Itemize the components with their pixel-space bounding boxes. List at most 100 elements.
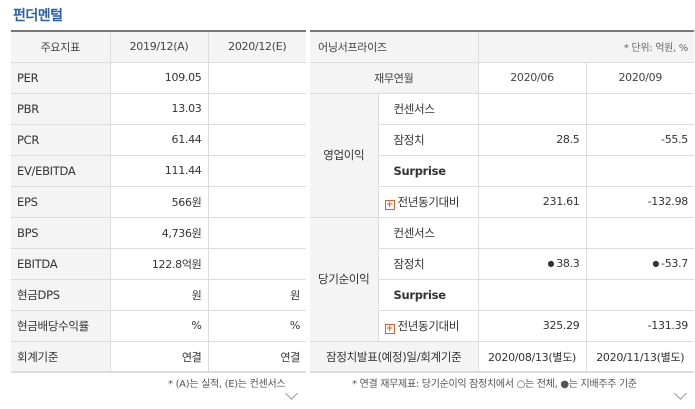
value-2020-06 <box>478 278 587 311</box>
value-2019: 연결 <box>110 340 209 373</box>
section-title: 펀더멘털 <box>13 8 63 24</box>
row-label: 현금배당수익률 <box>11 309 111 342</box>
table-row: 영업이익 컨센서스 <box>310 92 694 218</box>
value-2020-09 <box>586 154 694 187</box>
row-label: EBITDA <box>11 247 111 280</box>
earnings-surprise-table: 어닝서프라이즈 * 단위: 억원, % 재무연월 2020/06 2020/09… <box>310 30 694 373</box>
table-row: PCR 61.44 <box>11 123 306 156</box>
value-2020-06: 2020/08/13(별도) <box>478 340 587 373</box>
table-row: EV/EBITDA 111.44 <box>11 154 306 187</box>
value-2020-09 <box>586 216 694 249</box>
row-label: 회계기준 <box>11 340 111 373</box>
value-2020: % <box>208 309 306 342</box>
row-label-expandable[interactable]: + 전년동기대비 <box>378 185 479 218</box>
value-2020-09 <box>586 278 694 311</box>
table-row: EBITDA 122.8억원 <box>11 247 306 280</box>
table-row: PBR 13.03 <box>11 92 306 125</box>
dot-icon: ● <box>547 259 555 268</box>
column-header: 2020/09 <box>586 61 694 94</box>
value-2020 <box>208 185 306 218</box>
announcement-date-label: 잠정치발표(예정)일/회계기준 <box>310 340 479 373</box>
group-label: 당기순이익 <box>310 216 379 342</box>
table-row: + 전년동기대비 325.29 -131.39 <box>310 309 694 342</box>
value-2020-09: 2020/11/13(별도) <box>586 340 694 373</box>
row-label-text: 전년동기대비 <box>397 318 460 333</box>
value-2020: 연결 <box>208 340 306 373</box>
row-label: 현금DPS <box>11 278 111 311</box>
column-header: 2020/06 <box>478 61 587 94</box>
value-2020-06: 231.61 <box>478 185 587 218</box>
table-title-row: 어닝서프라이즈 * 단위: 억원, % <box>310 30 694 63</box>
table-row: PER 109.05 <box>11 61 306 94</box>
plus-icon[interactable]: + <box>384 323 395 334</box>
table-row: 당기순이익 컨센서스 <box>310 216 694 342</box>
table-bottom-rule <box>310 371 694 372</box>
chevron-down-icon[interactable] <box>285 387 298 400</box>
value-2019: 122.8억원 <box>110 247 209 280</box>
value-2020-09: -132.98 <box>586 185 694 218</box>
value-2020 <box>208 92 306 125</box>
table-row: 현금배당수익률%% <box>11 309 306 342</box>
value-2020 <box>208 247 306 280</box>
column-header: 2019/12(A) <box>110 30 209 63</box>
table-row: 잠정치 28.5 -55.5 <box>310 123 694 156</box>
value-2020-06 <box>478 216 587 249</box>
value-2019: 109.05 <box>110 61 209 94</box>
row-label: 컨센서스 <box>378 92 479 125</box>
row-label-text: 전년동기대비 <box>397 194 460 209</box>
value-2020 <box>208 154 306 187</box>
table-row: 회계기준 연결 연결 <box>11 340 306 373</box>
value-2020-09: -131.39 <box>586 309 694 342</box>
table-row: BPS 4,736원 <box>11 216 306 249</box>
value-2019: 원 <box>110 278 209 311</box>
right-footnote: * 연결 재무제표: 당기순이익 잠정치에서 ○는 전체, ●는 지배주주 기준 <box>352 379 637 390</box>
unit-note: * 단위: 억원, % <box>478 30 694 63</box>
plus-icon[interactable]: + <box>384 199 395 210</box>
row-label: 잠정치 <box>378 247 479 280</box>
table-header-row: 주요지표 2019/12(A) 2020/12(E) <box>11 30 306 63</box>
row-label: PBR <box>11 92 111 125</box>
group-label: 영업이익 <box>310 92 379 218</box>
value-2020-09: -55.5 <box>586 123 694 156</box>
value-2019: 566원 <box>110 185 209 218</box>
row-label: BPS <box>11 216 111 249</box>
dot-icon: ● <box>652 259 660 268</box>
value-2020-06 <box>478 92 587 125</box>
row-label: 컨센서스 <box>378 216 479 249</box>
row-label: 잠정치 <box>378 123 479 156</box>
table-title: 어닝서프라이즈 <box>310 30 479 63</box>
row-label: EV/EBITDA <box>11 154 111 187</box>
fundamentals-table: 주요지표 2019/12(A) 2020/12(E) PER 109.05 PBR… <box>11 30 306 373</box>
chevron-down-icon[interactable] <box>674 387 687 400</box>
value-2019: % <box>110 309 209 342</box>
row-label: Surprise <box>378 278 479 311</box>
column-header: 재무연월 <box>310 61 479 94</box>
value-2020-06: 28.5 <box>478 123 587 156</box>
table-row: 현금DPS 원 원 <box>11 278 306 311</box>
value-2020-06: 325.29 <box>478 309 587 342</box>
value-2019: 111.44 <box>110 154 209 187</box>
value-2020-06: ● 38.3 <box>478 247 587 280</box>
table-header-row: 재무연월 2020/06 2020/09 <box>310 61 694 94</box>
row-label: PER <box>11 61 111 94</box>
value-2020-09 <box>586 92 694 125</box>
table-row: + 전년동기대비 231.61 -132.98 <box>310 185 694 218</box>
column-header: 2020/12(E) <box>208 30 306 63</box>
table-row: 잠정치발표(예정)일/회계기준 2020/08/13(별도) 2020/11/1… <box>310 340 694 373</box>
value-2020 <box>208 61 306 94</box>
value-2019: 13.03 <box>110 92 209 125</box>
table-row: EPS 566원 <box>11 185 306 218</box>
value-2019: 61.44 <box>110 123 209 156</box>
value-text: -53.7 <box>661 257 688 270</box>
row-label: Surprise <box>378 154 479 187</box>
table-row: Surprise <box>310 278 694 311</box>
value-text: 38.3 <box>556 257 580 270</box>
value-2020-06 <box>478 154 587 187</box>
value-2019: 4,736원 <box>110 216 209 249</box>
table-bottom-rule <box>11 371 306 372</box>
value-2020 <box>208 123 306 156</box>
value-2020-09: ● -53.7 <box>586 247 694 280</box>
left-footnote: * (A)는 실적, (E)는 컨센서스 <box>168 379 286 390</box>
column-header: 주요지표 <box>11 30 111 63</box>
row-label-expandable[interactable]: + 전년동기대비 <box>378 309 479 342</box>
